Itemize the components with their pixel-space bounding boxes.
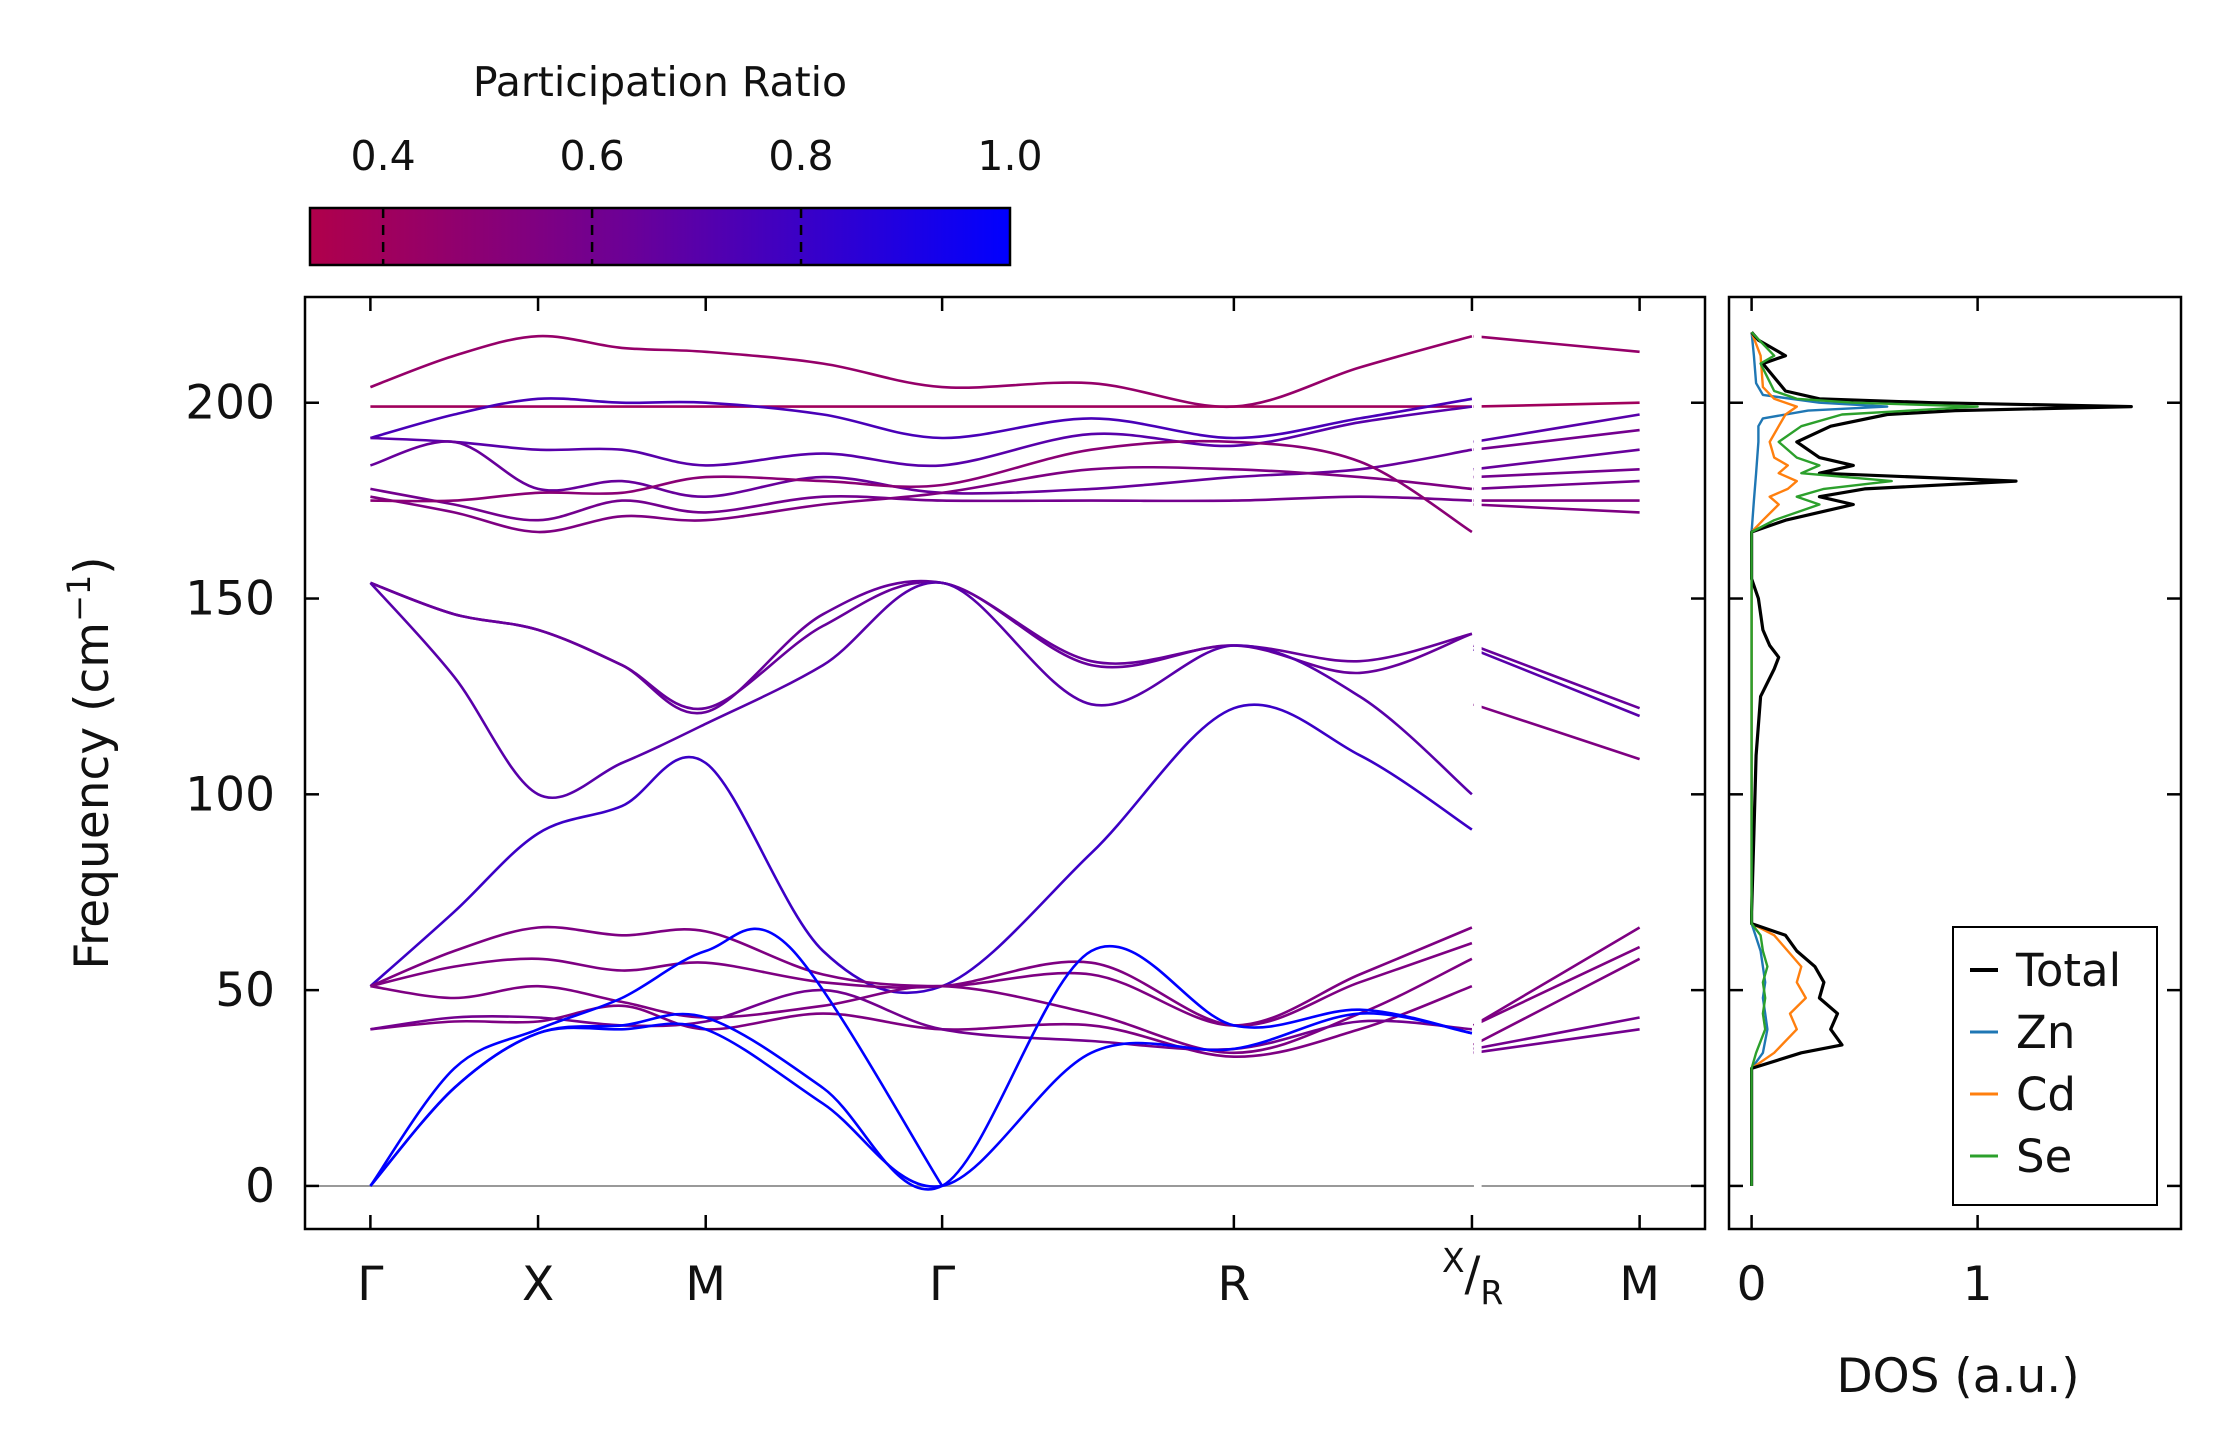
- phonon-band: [369, 580, 1473, 711]
- phonon-band: [370, 487, 1472, 522]
- kpoint-label: X/R: [1442, 1241, 1503, 1312]
- colorbar-title: Participation Ratio: [473, 58, 847, 106]
- phonon-band: [370, 957, 1473, 1055]
- path-discontinuity-gap: [1473, 299, 1482, 1227]
- phonon-band: [1473, 401, 1640, 408]
- phonon-band: [1473, 503, 1640, 514]
- y-tick-label: 200: [185, 376, 275, 431]
- phonon-band: [1473, 428, 1640, 451]
- colorbar-tick-label: 0.4: [351, 132, 416, 180]
- phonon-band: [1473, 648, 1641, 718]
- phonon-band: [1473, 945, 1641, 1027]
- kpoint-label: M: [1619, 1257, 1660, 1312]
- colorbar: Participation Ratio 0.4 0.6 0.8 1.0: [308, 58, 1043, 267]
- legend-label-total: Total: [2015, 944, 2121, 997]
- phonon-band: [369, 927, 944, 1187]
- phonon-band: [1473, 644, 1641, 710]
- kpoint-label: M: [685, 1257, 726, 1312]
- dos-x-axis-title: DOS (a.u.): [1836, 1349, 2079, 1404]
- phonon-band: [1473, 413, 1640, 444]
- y-tick-label: 0: [245, 1159, 275, 1214]
- phonon-band: [370, 988, 1472, 1051]
- kpoint-label: X: [522, 1257, 554, 1312]
- phonon-band: [1473, 334, 1640, 354]
- phonon-band: [370, 405, 1473, 468]
- phonon-band: [1473, 468, 1640, 479]
- phonon-band: [1472, 926, 1641, 1027]
- y-axis-title: Frequency (cm−1): [60, 556, 120, 969]
- kpoint-label: Γ: [357, 1257, 383, 1312]
- phonon-band: [370, 440, 1473, 499]
- phonon-band: [370, 397, 1473, 440]
- colorbar-tick-label: 0.8: [768, 132, 833, 180]
- dos-series-zn: [1750, 332, 1889, 1186]
- frequency-ticks: 0 50 100 150 200: [185, 376, 1705, 1214]
- phonon-band: [370, 465, 1473, 534]
- phonon-band: [369, 581, 1473, 800]
- y-tick-label: 50: [215, 963, 275, 1018]
- legend-label-se: Se: [2016, 1130, 2072, 1183]
- phonon-band: [369, 579, 1473, 715]
- legend-box: [1952, 926, 2158, 1206]
- phonon-band: [370, 941, 1473, 1027]
- phonon-band: [1473, 479, 1640, 491]
- phonon-band: [1473, 448, 1640, 471]
- band-axes-frame: [303, 295, 1707, 1231]
- phonon-band: [1473, 1016, 1640, 1051]
- dos-x-tick-label: 1: [1963, 1257, 1993, 1312]
- phonon-band: [369, 1012, 1473, 1188]
- phonon-band: [369, 925, 1473, 1027]
- legend-label-zn: Zn: [2016, 1006, 2075, 1059]
- band-structure-panel: Γ X M Γ R X/R M 0 50 100 150 200 Frequency (cm−1): [60, 295, 1707, 1312]
- colorbar-gradient: [308, 206, 1012, 267]
- phonon-band: [370, 439, 1473, 534]
- legend: Total Zn Cd Se: [1952, 926, 2158, 1206]
- legend-label-cd: Cd: [2016, 1068, 2076, 1121]
- phonon-band: [370, 984, 1473, 1059]
- phonon-band: [369, 334, 1473, 409]
- colorbar-tick-label: 1.0: [977, 132, 1042, 180]
- dos-x-tick-label: 0: [1737, 1257, 1767, 1312]
- dos-series-se: [1750, 331, 1979, 1186]
- phonon-band: [1473, 1028, 1640, 1055]
- phonon-band: [1473, 703, 1641, 761]
- dos-series-cd: [1750, 331, 1807, 1186]
- dos-axes-frame: [1727, 295, 2183, 1231]
- colorbar-ticks: 0.4 0.6 0.8 1.0: [351, 132, 1043, 265]
- y-tick-label: 150: [185, 572, 275, 627]
- phonon-band: [369, 703, 1473, 995]
- phonon-band: [1473, 957, 1641, 1047]
- colorbar-tick-label: 0.6: [559, 132, 624, 180]
- y-tick-label: 100: [185, 767, 275, 822]
- phonon-bands: [369, 299, 1641, 1227]
- high-symmetry-ticks: Γ X M Γ R X/R M: [357, 297, 1660, 1312]
- kpoint-label: R: [1218, 1257, 1251, 1312]
- dos-curves: [1750, 331, 2133, 1186]
- kpoint-label: Γ: [929, 1257, 955, 1312]
